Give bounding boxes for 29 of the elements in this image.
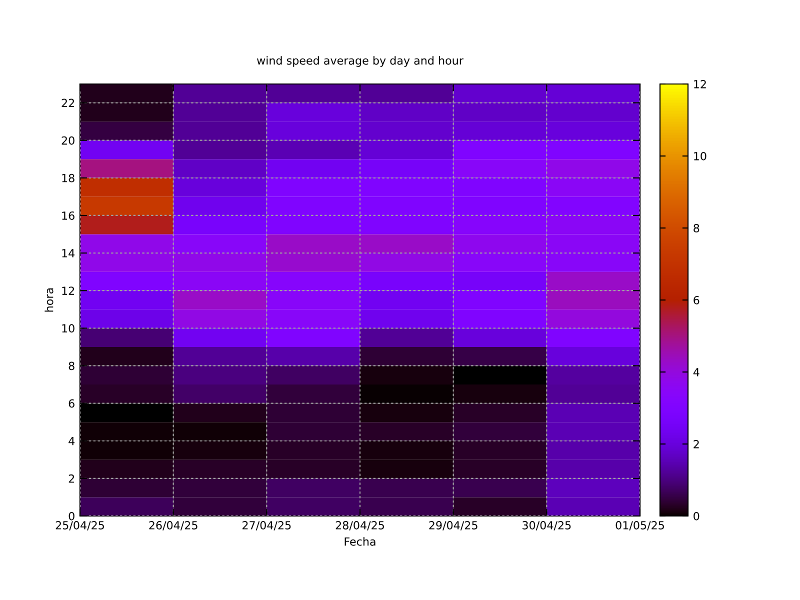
x-tick-label: 30/04/25 xyxy=(522,521,571,530)
y-tick-label: 14 xyxy=(62,249,75,258)
chart-title: wind speed average by day and hour xyxy=(256,56,464,67)
y-tick-label: 8 xyxy=(68,362,74,370)
y-tick-label: 2 xyxy=(68,474,74,483)
x-tick-label: 25/04/25 xyxy=(56,521,104,530)
x-tick-label: 28/04/25 xyxy=(336,521,384,530)
y-tick-label: 0 xyxy=(68,512,74,520)
y-tick-label: 12 xyxy=(62,286,74,295)
y-tick-label: 18 xyxy=(62,174,74,182)
color-bar-label: 2 xyxy=(694,440,699,448)
color-bar-label: 12 xyxy=(694,80,706,88)
x-tick-label: 26/04/25 xyxy=(149,521,198,530)
x-tick-label: 29/04/25 xyxy=(429,521,478,530)
color-bar-label: 10 xyxy=(694,152,706,160)
y-tick-label: 22 xyxy=(62,98,74,108)
color-bar-label: 4 xyxy=(693,368,700,376)
y-tick-label: 6 xyxy=(68,399,74,408)
color-bar-label: 6 xyxy=(694,296,700,304)
x-axis-title: Fecha xyxy=(344,537,376,546)
y-axis-title: hora xyxy=(44,288,54,312)
color-bar-label: 0 xyxy=(694,512,700,520)
x-tick-label: 27/04/25 xyxy=(242,521,291,530)
color-bar-label: 8 xyxy=(694,224,700,232)
y-tick-label: 16 xyxy=(62,211,74,220)
y-tick-label: 20 xyxy=(62,136,74,145)
x-tick-label: 01/05/25 xyxy=(616,521,664,530)
y-tick-label: 10 xyxy=(62,324,74,333)
y-tick-label: 4 xyxy=(68,436,75,446)
